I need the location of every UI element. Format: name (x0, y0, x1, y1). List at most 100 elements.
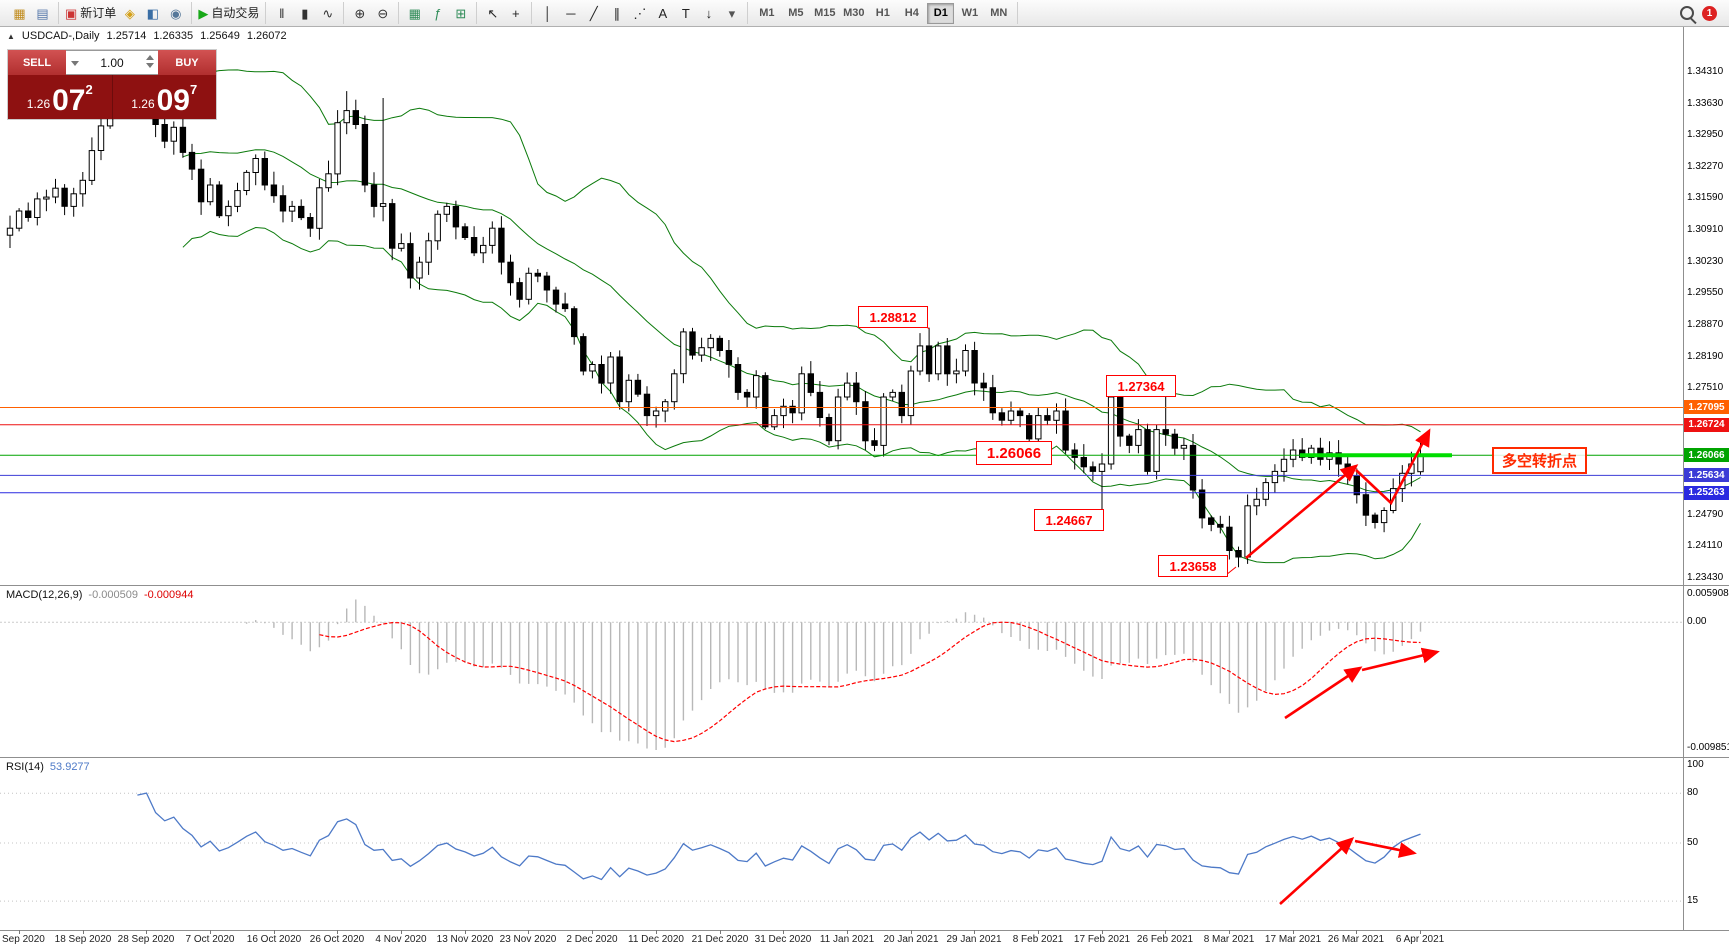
date-tick (592, 930, 593, 934)
trendline-icon-glyph: ╱ (589, 5, 598, 21)
date-tick (465, 930, 466, 934)
volume-dropdown-icon[interactable] (71, 61, 79, 66)
bar-chart-icon[interactable]: ‖ (270, 3, 293, 23)
new-chart-icon[interactable]: ▦ (8, 3, 31, 23)
chart-profiles-icon-glyph: ▤ (36, 5, 49, 21)
price-callout[interactable]: 1.24667 (1034, 509, 1104, 531)
auto-trading-button[interactable]: ▶ 自动交易 (196, 3, 261, 23)
text-icon-glyph: A (658, 5, 668, 21)
notification-badge[interactable]: 1 (1702, 5, 1717, 21)
main-toolbar: ▦ ▤ ▣ 新订单 ◈ ◧ ◉ ▶ 自动交易 ‖ ▮ ∿ ⊕ ⊖ ▦ ƒ ⊞ ↖ + │ ─ ╱ ∥ ⋰ A T ↓ ▾ M1 M5 M15… (0, 0, 1729, 27)
line-chart-icon[interactable]: ∿ (316, 3, 339, 23)
timeframe-h4-button[interactable]: H4 (904, 7, 919, 19)
rsi-down-arrow (1354, 839, 1417, 858)
channel-icon[interactable]: ∥ (605, 3, 628, 23)
date-tick (274, 930, 275, 934)
turning-point-label[interactable]: 多空转折点 (1492, 447, 1588, 474)
price-axis-label: 1.24790 (1687, 508, 1724, 520)
date-label: 18 Sep 2020 (54, 934, 112, 945)
price-tag[interactable]: 1.26724 (1684, 417, 1729, 432)
objects-list-icon[interactable]: ⊞ (449, 3, 472, 23)
price-axis-label: 1.32270 (1687, 160, 1724, 172)
price-callout[interactable]: 1.23658 (1158, 555, 1228, 577)
price-callout[interactable]: 1.28812 (858, 306, 928, 328)
price-tag[interactable]: 1.25263 (1684, 485, 1729, 500)
text-icon[interactable]: A (651, 3, 674, 23)
volume-down-icon[interactable] (146, 63, 154, 68)
sell-quote[interactable]: 1.26 07 2 (8, 75, 112, 119)
date-label: 17 Mar 2021 (1264, 934, 1322, 945)
date-label: 11 Jan 2021 (819, 934, 875, 945)
timeframe-m1-button[interactable]: M1 (759, 7, 775, 19)
macd-flat-arrow (1361, 647, 1440, 672)
arrows-dropdown-icon[interactable]: ▾ (720, 3, 743, 23)
price-axis-label: 1.24110 (1687, 540, 1723, 552)
chart-profiles-icon[interactable]: ▤ (31, 3, 54, 23)
text-label-icon[interactable]: T (674, 3, 697, 23)
rsi-up-arrow (1279, 837, 1355, 905)
vertical-line-icon[interactable]: │ (536, 3, 559, 23)
zoom-in-icon[interactable]: ⊕ (348, 3, 371, 23)
date-tick (1038, 930, 1039, 934)
navigator-icon[interactable]: ◉ (164, 3, 187, 23)
date-label: 31 Dec 2020 (754, 934, 812, 945)
price-tag[interactable]: 1.26066 (1684, 448, 1729, 463)
date-tick (337, 930, 338, 934)
data-window-icon[interactable]: ◧ (141, 3, 164, 23)
buy-quote[interactable]: 1.26 09 7 (111, 75, 217, 119)
price-tag[interactable]: 1.27095 (1684, 400, 1729, 415)
fibonacci-icon[interactable]: ⋰ (628, 3, 651, 23)
timeframe-m15-button[interactable]: M15 (814, 7, 836, 19)
search-icon[interactable] (1680, 6, 1694, 20)
price-tag[interactable]: 1.25634 (1684, 468, 1729, 483)
indicators-icon[interactable]: ƒ (426, 3, 449, 23)
candlestick-chart-icon-glyph: ▮ (301, 5, 309, 21)
timeframe-mn-button[interactable]: MN (990, 7, 1008, 19)
arrow-tool-icon[interactable]: ↓ (697, 3, 720, 23)
autotrade-group: ▶ 自动交易 (192, 2, 267, 24)
timeframe-w1-button[interactable]: W1 (961, 7, 979, 19)
date-label: 26 Mar 2021 (1327, 934, 1385, 945)
crosshair-icon[interactable]: + (504, 3, 527, 23)
market-watch-icon[interactable]: ◈ (118, 3, 141, 23)
trend-arrows[interactable] (1245, 428, 1440, 905)
date-label: 26 Oct 2020 (309, 934, 365, 945)
volume-up-icon[interactable] (146, 55, 154, 60)
date-tick (1293, 930, 1294, 934)
macd-up-arrow (1284, 666, 1363, 720)
new-order-button[interactable]: ▣ 新订单 (63, 3, 118, 23)
volume-spinner[interactable] (146, 55, 154, 68)
price-callout[interactable]: 1.26066 (976, 441, 1052, 465)
auto-trading-glyph: ▶ (198, 5, 209, 21)
ohlc-high: 1.26335 (153, 30, 194, 42)
vertical-line-icon-glyph: │ (543, 5, 552, 21)
price-axis-label: 1.31590 (1687, 192, 1724, 204)
volume-field[interactable]: 1.00 (66, 50, 158, 75)
arrow-tool-icon-glyph: ↓ (705, 5, 713, 21)
timeframe-h1-button[interactable]: H1 (875, 7, 890, 19)
panel-dividers[interactable] (0, 26, 1729, 931)
indicators-icon-glyph: ƒ (434, 5, 442, 21)
date-tick (911, 930, 912, 934)
timeframe-m30-button[interactable]: M30 (843, 7, 865, 19)
channel-icon-glyph: ∥ (613, 5, 621, 21)
new-order-glyph: ▣ (65, 5, 78, 21)
text-label-icon-glyph: T (681, 5, 690, 21)
price-callout[interactable]: 1.27364 (1106, 375, 1176, 397)
market-watch-icon-glyph: ◈ (124, 5, 135, 21)
buy-button[interactable]: BUY (158, 50, 216, 75)
candlestick-chart-icon[interactable]: ▮ (293, 3, 316, 23)
price-axis-label: 1.29550 (1687, 287, 1724, 299)
zoom-group: ⊕ ⊖ (344, 2, 400, 24)
trendline-icon[interactable]: ╱ (582, 3, 605, 23)
sell-button[interactable]: SELL (8, 50, 66, 75)
timeframe-m5-button[interactable]: M5 (788, 7, 804, 19)
date-tick (146, 930, 147, 934)
horizontal-line-icon[interactable]: ─ (559, 3, 582, 23)
cursor-icon[interactable]: ↖ (481, 3, 504, 23)
zoom-out-icon[interactable]: ⊖ (371, 3, 394, 23)
buy-price-small: 1.26 (131, 97, 155, 111)
tile-windows-icon[interactable]: ▦ (403, 3, 426, 23)
timeframe-d1-button[interactable]: D1 (927, 2, 955, 24)
